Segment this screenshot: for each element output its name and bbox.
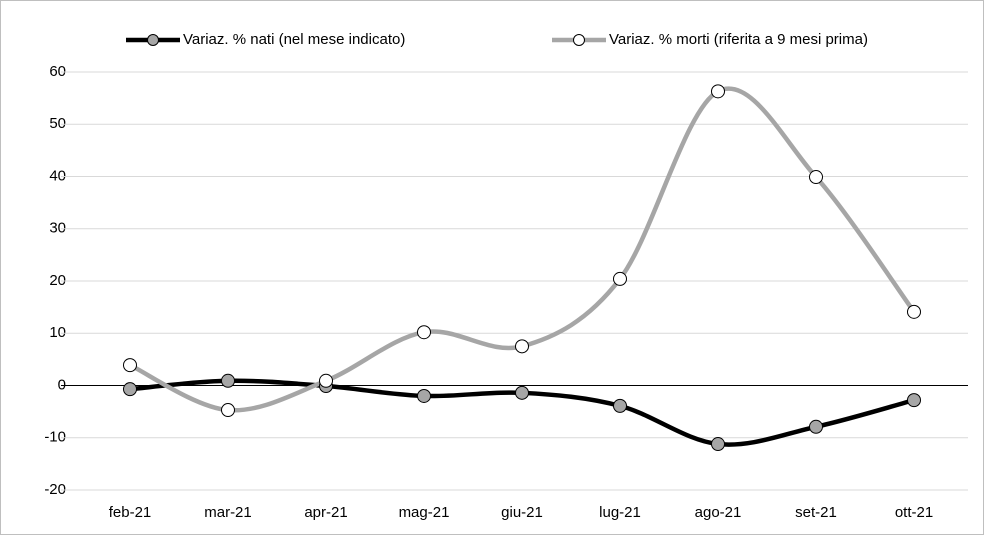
y-tick-label: 30	[49, 220, 66, 237]
point-marker	[417, 325, 431, 340]
point-marker	[809, 170, 823, 185]
x-tick-label: mar-21	[204, 504, 252, 521]
point-marker	[711, 84, 725, 99]
legend-label: Variaz. % nati (nel mese indicato)	[183, 31, 405, 48]
point-marker	[221, 403, 235, 418]
point-marker	[809, 419, 823, 434]
x-tick-label: lug-21	[599, 504, 641, 521]
point-marker	[907, 304, 921, 319]
x-tick-label: mag-21	[399, 504, 450, 521]
x-tick-label: giu-21	[501, 504, 543, 521]
point-marker	[515, 339, 529, 354]
legend-marker	[573, 34, 585, 46]
point-marker	[123, 382, 137, 397]
y-tick-label: 60	[49, 63, 66, 80]
point-marker	[711, 437, 725, 452]
y-tick-label: 50	[49, 115, 66, 132]
x-tick-label: apr-21	[304, 504, 347, 521]
y-tick-label: -10	[44, 429, 66, 446]
x-tick-label: ott-21	[895, 504, 933, 521]
point-marker	[613, 271, 627, 286]
y-tick-label: -20	[44, 481, 66, 498]
point-marker	[221, 373, 235, 388]
point-marker	[613, 398, 627, 413]
y-tick-label: 40	[49, 167, 66, 184]
y-tick-label: 20	[49, 272, 66, 289]
x-tick-label: set-21	[795, 504, 837, 521]
point-marker	[417, 388, 431, 403]
y-tick-label: 0	[58, 376, 66, 393]
legend-label: Variaz. % morti (riferita a 9 mesi prima…	[609, 31, 868, 48]
series-line	[127, 86, 917, 413]
point-marker	[123, 358, 137, 373]
x-tick-label: ago-21	[695, 504, 742, 521]
x-tick-label: feb-21	[109, 504, 152, 521]
point-marker	[907, 393, 921, 408]
y-tick-label: 10	[49, 324, 66, 341]
legend-marker	[147, 34, 159, 46]
point-marker	[319, 373, 333, 388]
point-marker	[515, 385, 529, 400]
